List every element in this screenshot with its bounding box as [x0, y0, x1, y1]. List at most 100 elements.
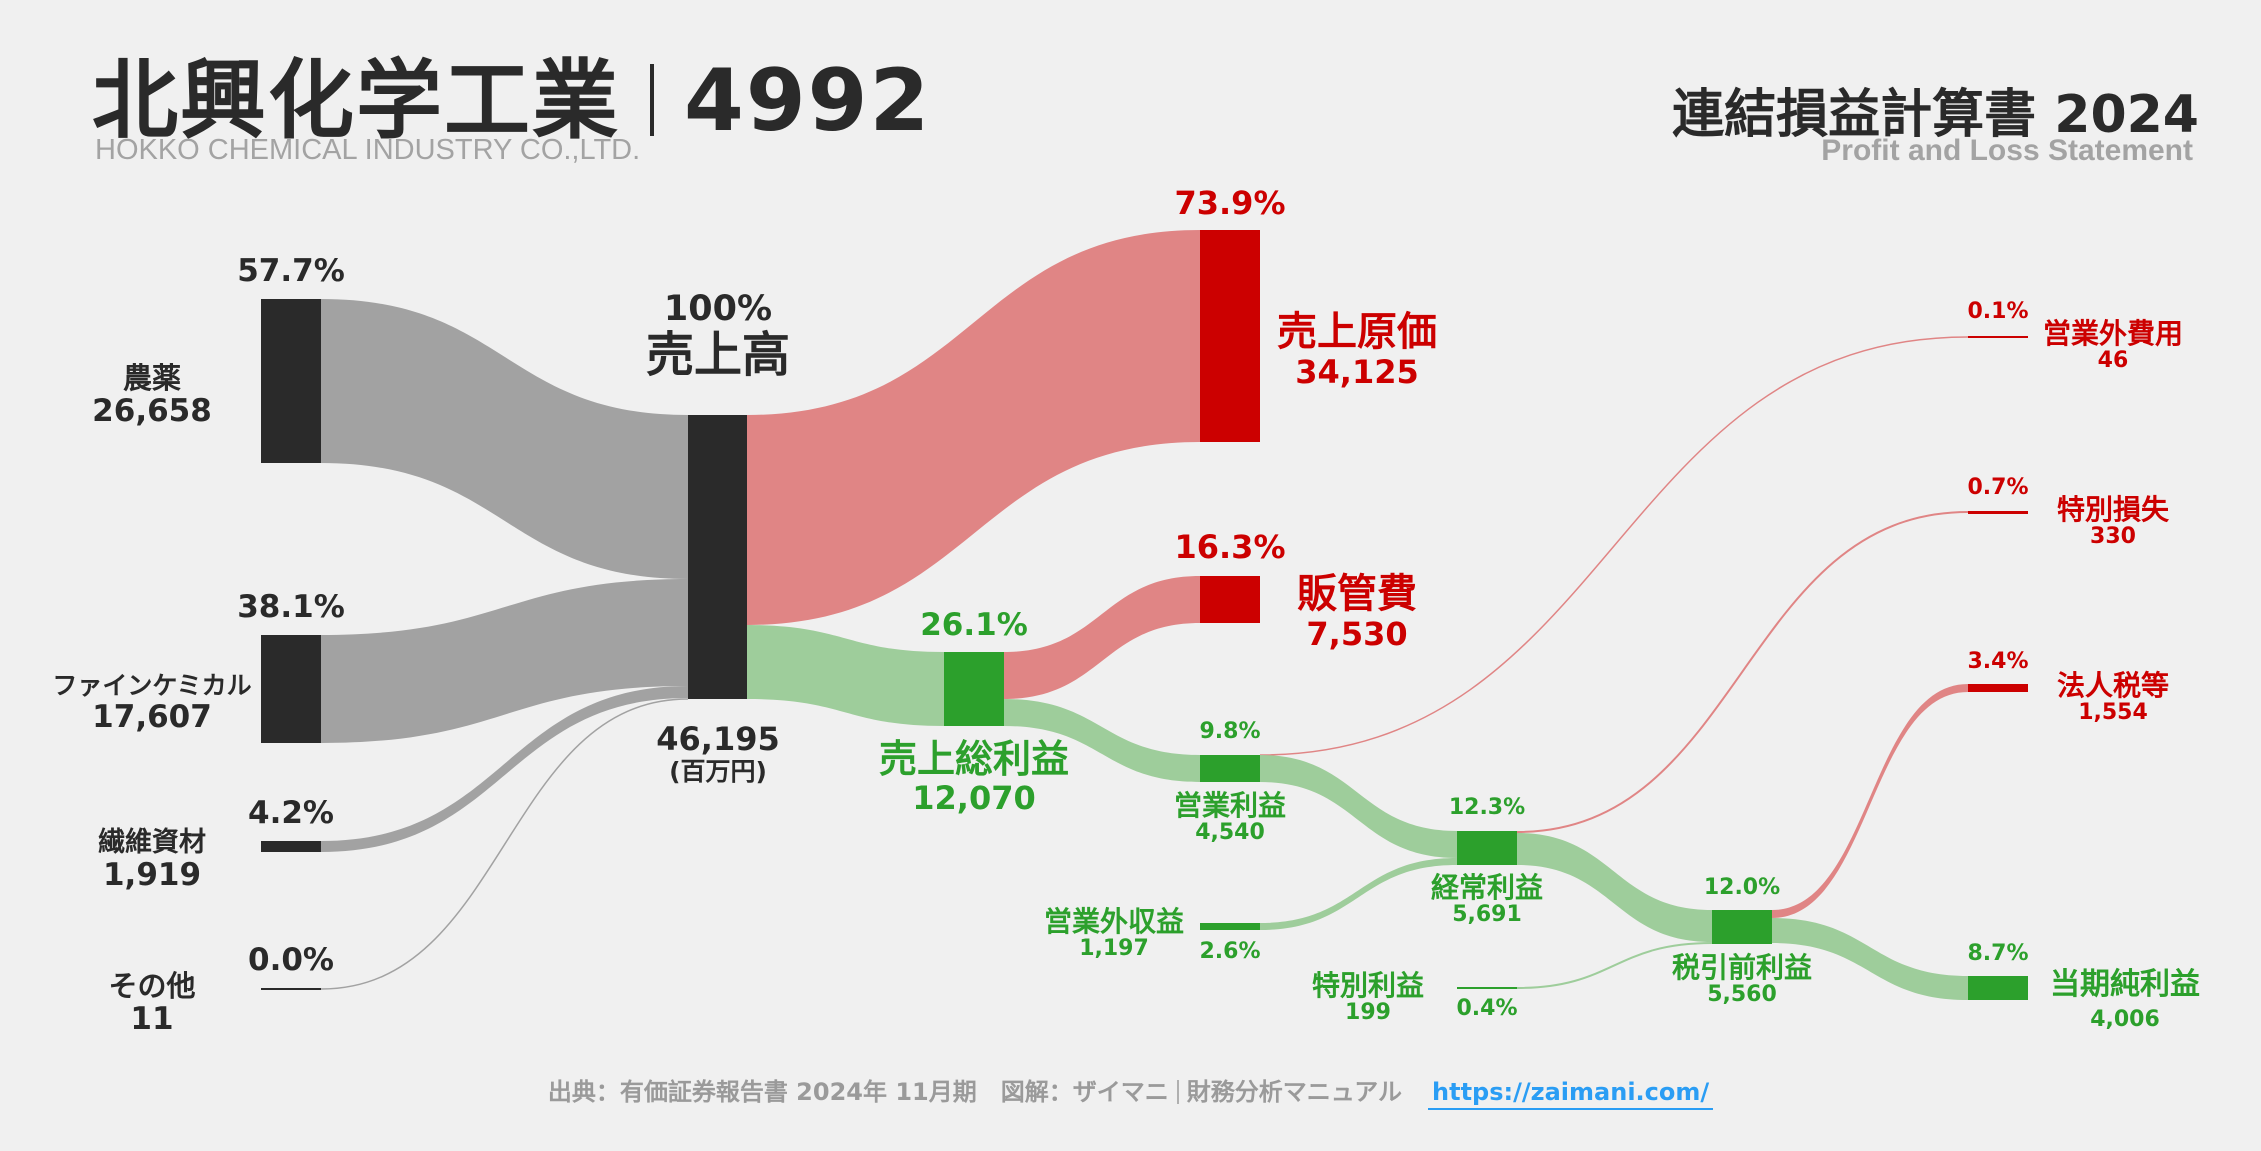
statement-subtitle: Profit and Loss Statement	[1821, 134, 2193, 167]
nonopexp-name: 営業外費用	[2042, 317, 2184, 350]
nonopinc-name: 営業外収益	[1043, 905, 1185, 938]
revenue-value-block: 46,195 (百万円)	[656, 721, 779, 786]
flow-revenue-cogs	[747, 230, 1200, 625]
node-cogs	[1200, 230, 1260, 442]
op-value: 4,540	[1195, 820, 1265, 846]
flow-fine-revenue	[321, 579, 688, 743]
agri-value: 26,658	[92, 393, 212, 430]
node-other	[261, 988, 321, 990]
specialloss-value: 330	[2090, 524, 2136, 550]
node-fine-chemical	[261, 635, 321, 743]
gross-pct: 26.1%	[920, 607, 1028, 643]
agri-label: 農薬 26,658	[92, 362, 212, 429]
fine-pct: 38.1%	[237, 589, 345, 625]
sga-name: 販管費	[1297, 571, 1417, 617]
flow-nonopinc-ordinary	[1260, 858, 1457, 930]
flow-pretax-net	[1772, 918, 1968, 1000]
fiber-label: 繊維資材 1,919	[98, 827, 206, 894]
fiber-name: 繊維資材	[98, 827, 206, 858]
tax-value: 1,554	[2078, 700, 2148, 726]
ordinary-pct: 12.3%	[1448, 795, 1526, 820]
footer: 出典：有価証券報告書 2024年 11月期 図解：ザイマニ 財務分析マニュアル ht…	[0, 1072, 2261, 1110]
flow-fiber-revenue	[321, 686, 688, 852]
tax-pct: 3.4%	[1967, 649, 2029, 674]
node-nonop-income	[1200, 923, 1260, 930]
node-pretax-profit	[1712, 910, 1772, 944]
ordinary-name: 経常利益	[1430, 871, 1544, 904]
pretax-pct: 12.0%	[1703, 875, 1781, 900]
specialloss-label: 特別損失 330	[2057, 494, 2169, 550]
net-name: 当期純利益	[2050, 967, 2200, 1002]
cogs-value: 34,125	[1295, 352, 1419, 391]
node-special-loss	[1968, 511, 2028, 514]
title-separator	[650, 64, 654, 136]
fine-name: ファインケミカル	[52, 671, 252, 700]
ordinary-value: 5,691	[1452, 902, 1522, 928]
revenue-heading: 100% 売上高	[645, 289, 791, 384]
other-value: 11	[130, 1001, 174, 1038]
specialgain-name: 特別利益	[1311, 969, 1425, 1002]
node-operating-profit	[1200, 755, 1260, 782]
node-revenue	[688, 415, 747, 699]
other-pct: 0.0%	[248, 942, 334, 978]
flow-ordinary-specialloss	[1516, 511, 1969, 833]
node-ordinary-profit	[1457, 831, 1517, 865]
revenue-name: 売上高	[645, 327, 791, 384]
net-pct: 8.7%	[1967, 941, 2029, 966]
nonopinc-label: 営業外収益 1,197	[1044, 906, 1184, 962]
gross-value: 12,070	[912, 778, 1036, 817]
node-special-gain	[1457, 987, 1517, 989]
flow-op-nonopexp	[1259, 336, 1969, 756]
nonopinc-value: 1,197	[1079, 936, 1149, 962]
net-label: 当期純利益 4,006	[2050, 968, 2200, 1032]
node-nonop-expense	[1968, 336, 2028, 338]
flow-gross-sga	[1004, 576, 1200, 699]
footer-divider	[1176, 1080, 1179, 1104]
agri-name: 農薬	[122, 361, 182, 395]
ticker-code: 4992	[684, 51, 932, 151]
op-name: 営業利益	[1173, 789, 1287, 822]
fiber-value: 1,919	[102, 857, 202, 894]
flow-pretax-tax	[1772, 684, 1968, 918]
ordinary-label: 経常利益 5,691	[1431, 872, 1543, 928]
pretax-value: 5,560	[1707, 982, 1777, 1008]
revenue-pct: 100%	[663, 289, 773, 329]
flow-op-ordinary	[1260, 755, 1457, 858]
footer-url-link[interactable]: https://zaimani.com/	[1428, 1078, 1714, 1110]
flow-revenue-gross	[747, 625, 944, 726]
node-net-income	[1968, 976, 2028, 1000]
flow-agri-revenue	[321, 299, 688, 579]
fiber-pct: 4.2%	[248, 795, 334, 831]
net-value: 4,006	[2090, 1006, 2160, 1032]
cogs-pct: 73.9%	[1174, 184, 1286, 222]
pretax-label: 税引前利益 5,560	[1672, 952, 1812, 1008]
op-pct: 9.8%	[1199, 719, 1261, 744]
sga-pct: 16.3%	[1174, 528, 1286, 566]
footer-source: 出典：有価証券報告書 2024年 11月期 図解：ザイマニ	[547, 1078, 1169, 1106]
flow-other-revenue	[320, 698, 689, 990]
page-title: 北興化学工業 4992	[92, 30, 931, 155]
revenue-unit: (百万円)	[669, 756, 767, 786]
flow-specialgain-pretax	[1516, 942, 1713, 989]
specialgain-label: 特別利益 199	[1312, 970, 1424, 1026]
tax-label: 法人税等 1,554	[2057, 670, 2169, 726]
cogs-label: 売上原価 34,125	[1277, 310, 1437, 391]
node-agri	[261, 299, 321, 463]
tax-name: 法人税等	[2056, 669, 2170, 702]
sga-value: 7,530	[1306, 614, 1408, 653]
sga-label: 販管費 7,530	[1297, 572, 1417, 653]
op-label: 営業利益 4,540	[1174, 790, 1286, 846]
flow-gross-op	[1004, 699, 1200, 782]
pretax-name: 税引前利益	[1671, 951, 1813, 984]
statement-title: 連結損益計算書 2024	[1672, 85, 2199, 145]
company-name-jp: 北興化学工業	[92, 51, 620, 151]
other-name: その他	[108, 969, 196, 1003]
specialgain-pct: 0.4%	[1456, 996, 1518, 1021]
nonopexp-pct: 0.1%	[1967, 299, 2029, 324]
other-label: その他 11	[108, 970, 195, 1037]
cogs-name: 売上原価	[1277, 309, 1437, 355]
specialloss-pct: 0.7%	[1967, 475, 2029, 500]
nonopexp-value: 46	[2097, 348, 2129, 374]
flow-ordinary-pretax	[1517, 833, 1712, 942]
